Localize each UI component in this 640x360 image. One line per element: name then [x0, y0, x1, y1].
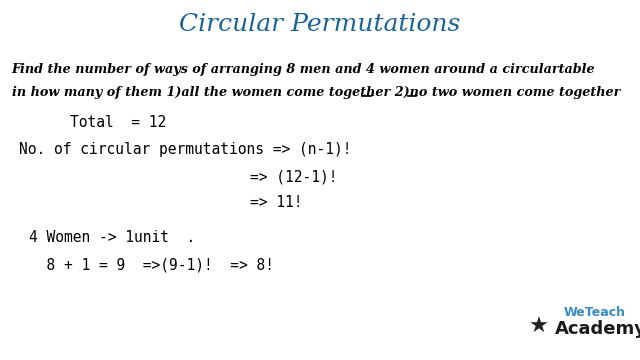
Text: Circular Permutations: Circular Permutations [179, 13, 461, 36]
Text: => (12-1)!: => (12-1)! [250, 169, 337, 184]
Text: Find the number of ways of arranging 8 men and 4 women around a circulartable: Find the number of ways of arranging 8 m… [12, 63, 595, 76]
Text: => 11!: => 11! [250, 195, 302, 210]
Text: 8 + 1 = 9  =>(9-1)!  => 8!: 8 + 1 = 9 =>(9-1)! => 8! [29, 257, 274, 273]
Text: ★: ★ [529, 317, 549, 337]
Text: in how many of them 1)all the women come together 2)no two women come together: in how many of them 1)all the women come… [12, 86, 620, 99]
Text: No. of circular permutations => (n-1)!: No. of circular permutations => (n-1)! [19, 142, 352, 157]
Text: WeTeach: WeTeach [563, 306, 625, 319]
Text: 4 Women -> 1unit  .: 4 Women -> 1unit . [29, 230, 195, 246]
Text: Total  = 12: Total = 12 [35, 115, 166, 130]
Text: Academy: Academy [555, 320, 640, 338]
